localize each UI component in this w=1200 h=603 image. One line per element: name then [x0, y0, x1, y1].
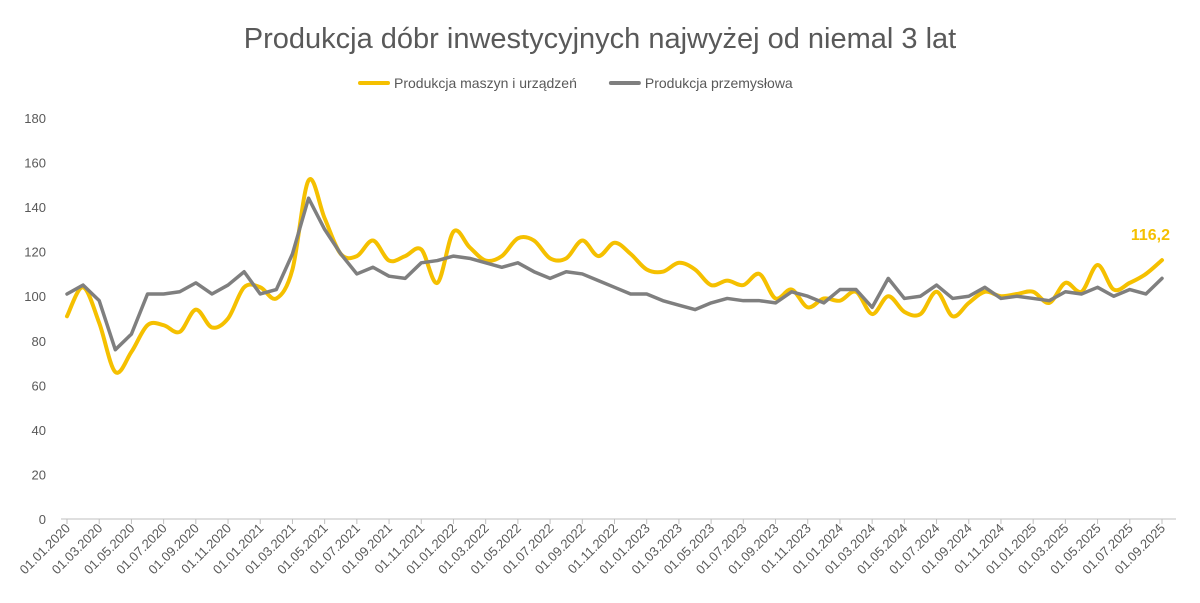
- y-tick-label: 180: [24, 111, 46, 126]
- y-tick-label: 120: [24, 245, 46, 260]
- y-tick-label: 140: [24, 200, 46, 215]
- series-line: [65, 196, 1164, 352]
- y-tick-label: 160: [24, 156, 46, 171]
- series-line: [65, 177, 1164, 375]
- y-tick-label: 100: [24, 289, 46, 304]
- chart-title: Produkcja dóbr inwestycyjnych najwyżej o…: [244, 23, 956, 55]
- data-label: 116,2: [1131, 227, 1170, 244]
- legend-label: Produkcja maszyn i urządzeń: [394, 75, 577, 91]
- y-tick-label: 60: [32, 378, 46, 393]
- y-tick-label: 40: [32, 423, 46, 438]
- y-tick-label: 80: [32, 334, 46, 349]
- legend-label: Produkcja przemysłowa: [645, 75, 793, 91]
- y-tick-label: 0: [39, 512, 46, 527]
- y-tick-label: 20: [32, 467, 46, 482]
